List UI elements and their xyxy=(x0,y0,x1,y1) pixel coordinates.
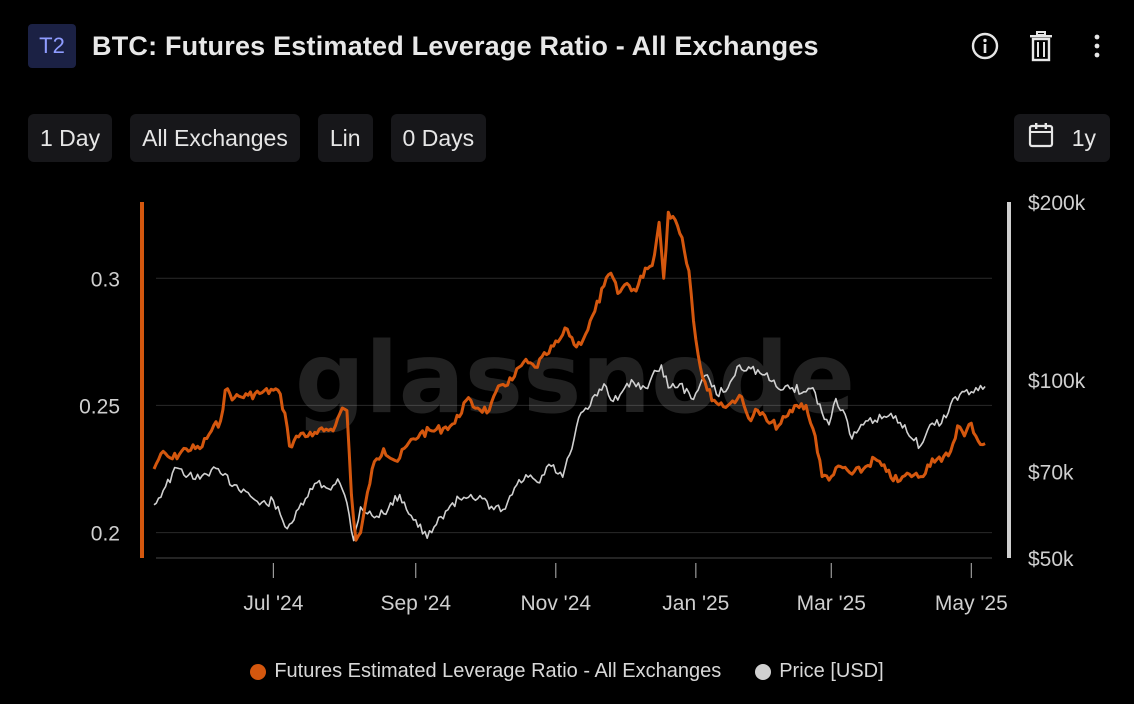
exchange-select[interactable]: All Exchanges xyxy=(130,114,300,162)
y-left-tick-label: 0.3 xyxy=(91,268,120,291)
resolution-select[interactable]: 1 Day xyxy=(28,114,113,162)
x-tick-label: Sep '24 xyxy=(380,592,451,615)
leverage-series-line xyxy=(152,210,986,542)
y-right-tick-label: $50k xyxy=(1028,548,1074,571)
legend-label-price: Price [USD] xyxy=(779,660,884,682)
calendar-icon xyxy=(1028,122,1054,154)
watermark: glassnode xyxy=(295,322,855,436)
grid-lines xyxy=(156,277,992,559)
legend-item-price[interactable]: Price [USD] xyxy=(755,660,884,683)
y-left-tick-label: 0.2 xyxy=(91,523,120,546)
smoothing-select[interactable]: 0 Days xyxy=(390,114,487,162)
legend-label-leverage: Futures Estimated Leverage Ratio - All E… xyxy=(274,660,722,682)
left-axis-bar xyxy=(140,202,144,558)
range-select[interactable]: 1y xyxy=(1013,114,1110,162)
x-tick-label: Jul '24 xyxy=(243,592,303,615)
y-left-axis: 0.2 0.25 0.3 xyxy=(79,268,120,545)
legend-dot-price xyxy=(755,663,772,680)
price-series-line xyxy=(153,364,986,542)
y-right-tick-label: $100k xyxy=(1028,370,1086,393)
more-vertical-icon[interactable] xyxy=(1080,29,1114,63)
page-title: BTC: Futures Estimated Leverage Ratio - … xyxy=(92,30,819,61)
chart-header: T2 BTC: Futures Estimated Leverage Ratio… xyxy=(28,24,1114,68)
legend-dot-leverage xyxy=(250,663,267,680)
x-tick-label: Jan '25 xyxy=(662,592,729,615)
chart-toolbar: 1 Day All Exchanges Lin 0 Days 1y xyxy=(28,114,1110,162)
range-label: 1y xyxy=(1071,124,1096,151)
info-icon[interactable] xyxy=(968,29,1002,63)
header-actions xyxy=(968,29,1114,63)
x-tick-label: Nov '24 xyxy=(521,592,592,615)
legend-item-leverage[interactable]: Futures Estimated Leverage Ratio - All E… xyxy=(250,660,721,683)
y-right-axis: $50k $70k $100k $200k xyxy=(1028,192,1086,571)
x-axis: Jul '24 Sep '24 Nov '24 Jan '25 Mar '25 May '… xyxy=(243,563,1008,615)
y-left-tick-label: 0.25 xyxy=(79,395,120,418)
trash-icon[interactable] xyxy=(1024,29,1058,63)
y-right-tick-label: $200k xyxy=(1028,192,1086,215)
scale-select[interactable]: Lin xyxy=(317,114,373,162)
y-right-tick-label: $70k xyxy=(1028,462,1074,485)
chart-legend: Futures Estimated Leverage Ratio - All E… xyxy=(0,660,1134,683)
x-tick-label: May '25 xyxy=(935,592,1008,615)
right-axis-bar xyxy=(1007,202,1011,558)
x-tick-label: Mar '25 xyxy=(797,592,866,615)
tier-badge: T2 xyxy=(28,24,76,68)
